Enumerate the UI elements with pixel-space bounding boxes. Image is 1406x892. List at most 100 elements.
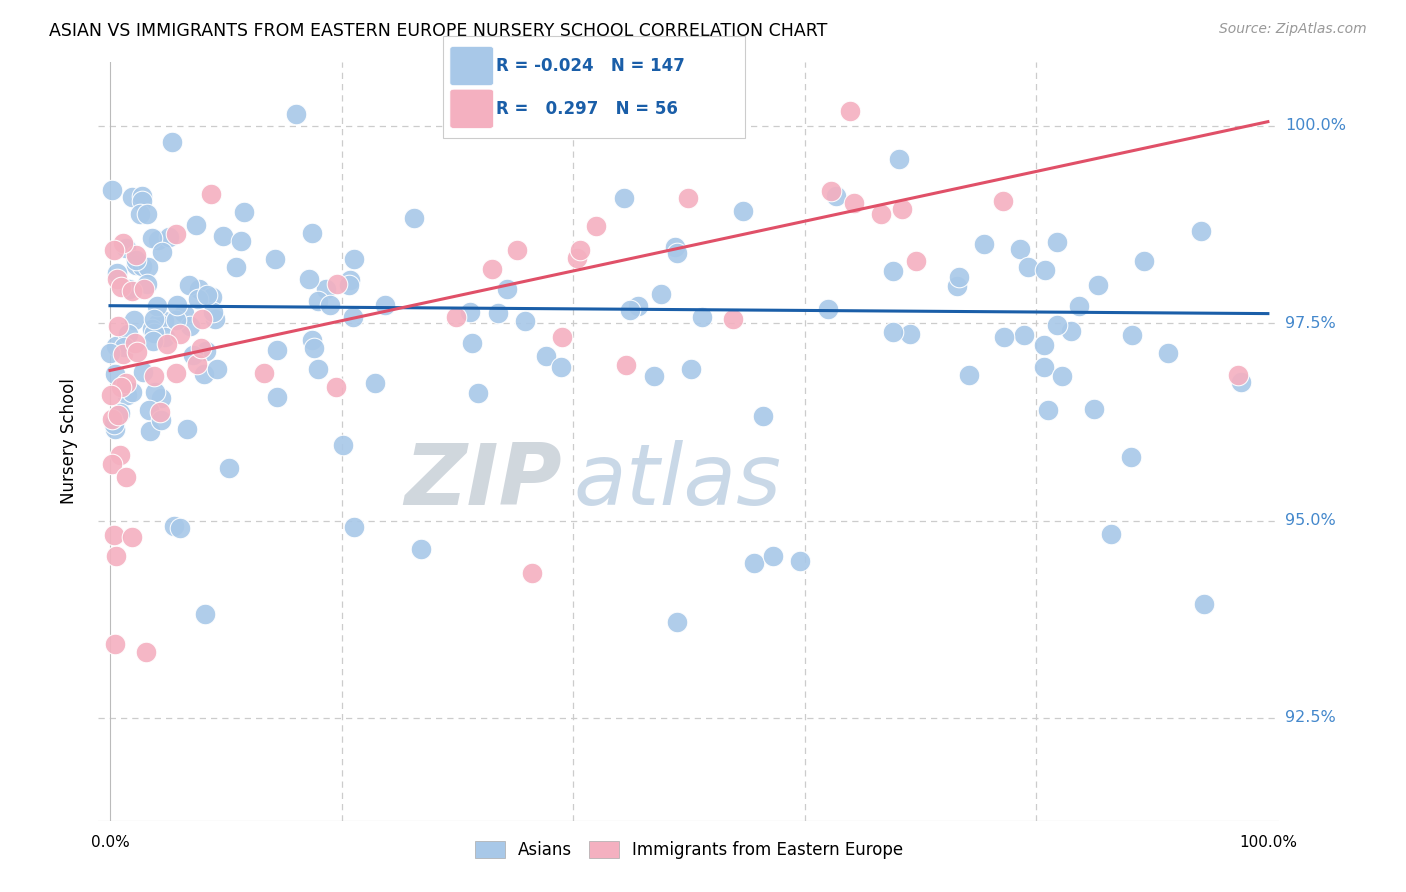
Point [266, 390, 288, 404]
Point [839, 103, 862, 118]
Point [129, 207, 152, 221]
Point [1099, 527, 1122, 541]
Point [1157, 346, 1180, 360]
Point [117, 282, 139, 296]
Point [1189, 224, 1212, 238]
Point [111, 235, 134, 250]
Point [551, 330, 574, 344]
Point [1045, 318, 1067, 333]
Point [481, 262, 503, 277]
Point [135, 645, 157, 659]
Point [1229, 375, 1251, 389]
Point [1045, 235, 1067, 250]
Point [627, 299, 650, 313]
Text: ASIAN VS IMMIGRANTS FROM EASTERN EUROPE NURSERY SCHOOL CORRELATION CHART: ASIAN VS IMMIGRANTS FROM EASTERN EUROPE … [49, 22, 828, 40]
Point [825, 189, 848, 203]
Point [339, 273, 361, 287]
Point [205, 362, 228, 376]
Point [169, 326, 191, 341]
Point [298, 272, 321, 286]
Point [496, 282, 519, 296]
Point [1069, 299, 1091, 313]
Point [991, 194, 1014, 209]
Point [1010, 242, 1032, 256]
Point [325, 380, 347, 394]
Point [820, 185, 842, 199]
Point [143, 385, 166, 400]
Point [131, 259, 153, 273]
Point [1083, 402, 1105, 417]
Point [505, 244, 527, 258]
Point [184, 219, 207, 233]
Point [122, 313, 145, 327]
Point [643, 369, 665, 384]
Point [148, 233, 170, 247]
Text: Source: ZipAtlas.com: Source: ZipAtlas.com [1219, 22, 1367, 37]
Point [190, 341, 212, 355]
Point [904, 254, 927, 268]
Point [162, 135, 184, 149]
Point [585, 219, 607, 233]
Point [212, 228, 235, 243]
Point [98, 346, 121, 360]
Point [136, 207, 159, 221]
Point [565, 251, 588, 265]
Point [194, 607, 217, 622]
Point [104, 421, 127, 435]
Point [131, 189, 153, 203]
Point [844, 195, 866, 210]
Point [444, 310, 467, 325]
Text: 0.0%: 0.0% [90, 835, 129, 850]
Point [141, 231, 163, 245]
Point [169, 520, 191, 534]
Point [1192, 597, 1215, 611]
Point [742, 557, 765, 571]
Point [458, 305, 481, 319]
Point [678, 191, 700, 205]
Point [993, 330, 1015, 344]
Point [204, 312, 226, 326]
Point [619, 303, 641, 318]
Point [869, 207, 891, 221]
Point [150, 413, 173, 427]
Point [181, 348, 204, 362]
Point [889, 152, 911, 166]
Point [946, 279, 969, 293]
Point [195, 288, 218, 302]
Point [104, 339, 127, 353]
Point [107, 408, 129, 422]
Point [342, 310, 364, 324]
Point [1032, 359, 1054, 374]
Point [284, 107, 307, 121]
Point [146, 316, 169, 330]
Point [112, 340, 135, 354]
Point [115, 469, 138, 483]
Point [117, 326, 139, 341]
Point [103, 417, 125, 432]
Point [166, 298, 188, 312]
Point [201, 290, 224, 304]
Point [146, 299, 169, 313]
Point [176, 422, 198, 436]
Point [817, 302, 839, 317]
Point [132, 366, 155, 380]
Point [666, 245, 689, 260]
Point [124, 335, 146, 350]
Point [721, 312, 744, 326]
Point [143, 312, 166, 326]
Point [319, 297, 342, 311]
Point [131, 194, 153, 209]
Point [201, 305, 224, 319]
Point [195, 344, 218, 359]
Point [789, 554, 811, 568]
Point [550, 359, 572, 374]
Point [163, 519, 186, 533]
Point [165, 367, 187, 381]
Point [650, 286, 672, 301]
Point [666, 615, 689, 630]
Point [690, 310, 713, 324]
Point [165, 227, 187, 241]
Point [152, 314, 174, 328]
Point [616, 358, 638, 372]
Point [1012, 328, 1035, 343]
